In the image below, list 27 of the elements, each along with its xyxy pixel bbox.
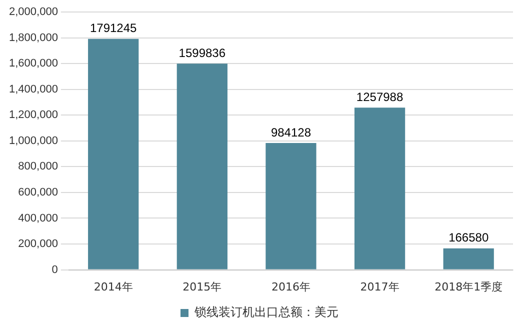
bar bbox=[176, 64, 228, 270]
x-tick-label: 2014年 bbox=[94, 280, 133, 294]
x-tick-label: 2018年1季度 bbox=[434, 280, 503, 294]
data-label: 1257988 bbox=[356, 90, 404, 104]
data-label: 984128 bbox=[270, 125, 312, 140]
y-tick-label: 1,200,000 bbox=[9, 109, 58, 122]
bar bbox=[443, 248, 494, 270]
y-tick-label: 0 bbox=[52, 264, 58, 276]
y-tick-label: 1,600,000 bbox=[9, 58, 58, 70]
bar bbox=[88, 38, 139, 270]
data-label: 166580 bbox=[448, 230, 489, 245]
y-tick-label: 600,000 bbox=[18, 186, 58, 198]
bar bbox=[266, 142, 316, 270]
data-label: 1791245 bbox=[90, 21, 138, 36]
y-tick-label: 200,000 bbox=[18, 238, 58, 250]
y-tick-label: 1,000,000 bbox=[9, 134, 58, 147]
y-tick-label: 400,000 bbox=[18, 212, 58, 224]
y-tick-label: 2,000,000 bbox=[9, 6, 58, 18]
x-tick-label: 2015年 bbox=[182, 280, 222, 294]
y-tick-label: 1,400,000 bbox=[9, 83, 58, 96]
data-label: 1599836 bbox=[178, 46, 226, 60]
legend-label: 锁线装订机出口总额：美元 bbox=[194, 305, 338, 320]
y-tick-label: 800,000 bbox=[18, 160, 58, 173]
x-tick-label: 2017年 bbox=[360, 280, 400, 294]
bar bbox=[354, 108, 406, 270]
x-tick-label: 2016年 bbox=[271, 280, 310, 294]
y-tick-label: 1,800,000 bbox=[9, 32, 58, 44]
